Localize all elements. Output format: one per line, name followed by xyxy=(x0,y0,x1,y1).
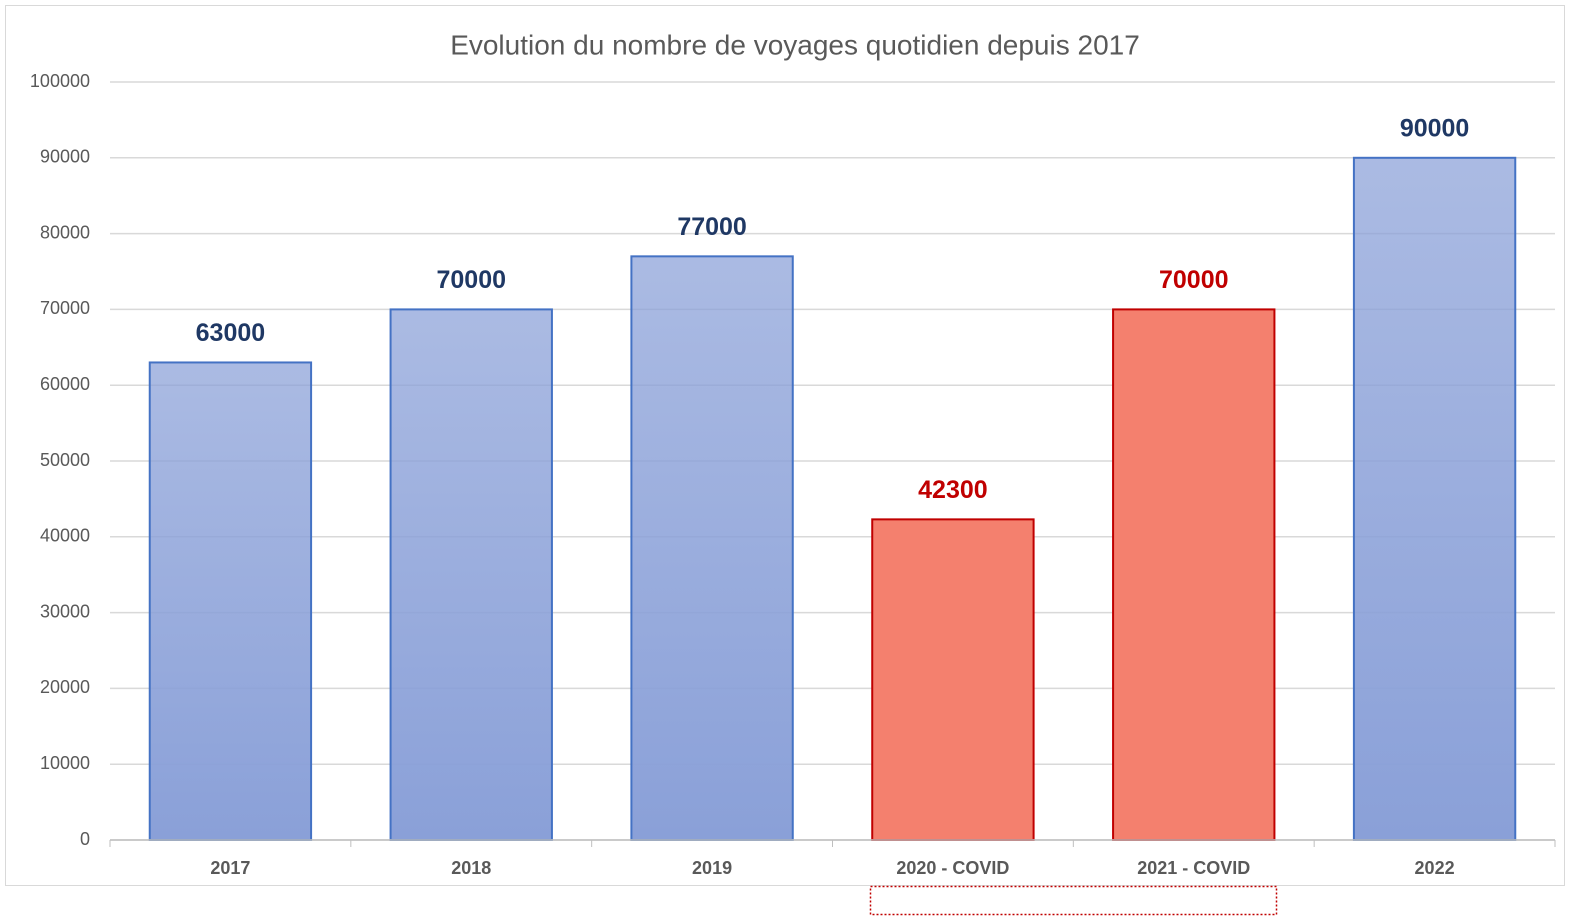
bar xyxy=(1352,156,1517,842)
x-tick-label: 2019 xyxy=(692,858,732,878)
x-tick-label: 2021 - COVID xyxy=(1137,858,1250,878)
x-tick-label: 2017 xyxy=(210,858,250,878)
data-label: 70000 xyxy=(436,266,506,294)
y-tick-label: 100000 xyxy=(30,71,90,91)
bar xyxy=(1112,308,1276,841)
highlight-box xyxy=(869,885,1278,916)
y-tick-label: 30000 xyxy=(40,601,90,621)
data-label: 42300 xyxy=(918,476,988,504)
y-tick-label: 80000 xyxy=(40,222,90,242)
y-tick-label: 20000 xyxy=(40,677,90,697)
y-tick-label: 0 xyxy=(80,829,90,849)
data-label: 77000 xyxy=(677,213,747,241)
bar xyxy=(148,361,313,841)
data-label: 63000 xyxy=(196,319,266,347)
data-label: 70000 xyxy=(1159,266,1229,294)
y-tick-label: 50000 xyxy=(40,450,90,470)
y-tick-label: 90000 xyxy=(40,147,90,167)
chart-title: Evolution du nombre de voyages quotidien… xyxy=(450,29,1140,60)
y-tick-label: 10000 xyxy=(40,753,90,773)
x-tick-label: 2020 - COVID xyxy=(896,858,1009,878)
y-tick-label: 60000 xyxy=(40,374,90,394)
y-tick-label: 70000 xyxy=(40,298,90,318)
bar xyxy=(871,518,1035,842)
y-tick-label: 40000 xyxy=(40,526,90,546)
x-tick-label: 2022 xyxy=(1415,858,1455,878)
x-tick-label: 2018 xyxy=(451,858,491,878)
data-label: 90000 xyxy=(1400,114,1470,142)
bar xyxy=(389,308,553,841)
bar xyxy=(630,255,794,841)
